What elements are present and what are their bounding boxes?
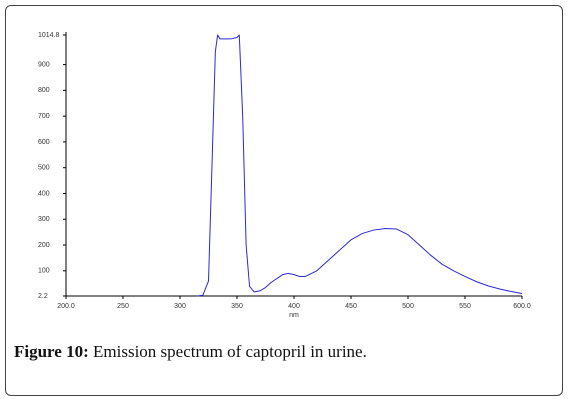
x-tick-label: 500 [402,303,414,310]
chart: nm 2.2 100 200 300 400 500 600 700 800 900 1014.8 2… [38,32,531,319]
y-tick-label: 1014.8 [38,32,60,39]
x-tick-label: 200.0 [57,303,75,310]
x-axis-label: nm [289,312,299,319]
y-tick-label: 200 [38,242,50,249]
y-tick-label: 700 [38,113,50,120]
y-tick-label: 900 [38,61,50,68]
x-tick-label: 300 [174,303,186,310]
x-tick-label: 550 [459,303,471,310]
x-tick-label: 600.0 [513,303,531,310]
x-tick-label: 450 [345,303,357,310]
y-tick-label: 800 [38,87,50,94]
y-tick-label: 500 [38,165,50,172]
x-tick-label: 350 [231,303,243,310]
y-tick-label: 2.2 [38,293,48,300]
y-tick-label: 100 [38,268,50,275]
y-tick-label: 300 [38,216,50,223]
y-tick-label: 600 [38,139,50,146]
x-tick-label: 250 [117,303,129,310]
caption: Figure 10: Emission spectrum of captopri… [14,342,367,362]
y-tick-label: 400 [38,190,50,197]
spectrum-line [197,34,523,297]
caption-label: Figure 10: [14,342,89,361]
caption-text: Emission spectrum of captopril in urine. [93,342,367,361]
figure-frame [5,5,563,396]
x-tick-label: 400 [288,303,300,310]
